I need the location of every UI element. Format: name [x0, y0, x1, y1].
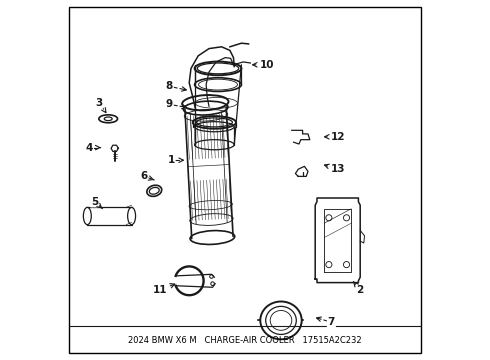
Text: 8: 8 [166, 81, 173, 91]
Text: 2: 2 [357, 285, 364, 295]
Text: 7: 7 [328, 317, 335, 327]
Text: 3: 3 [96, 98, 103, 108]
Text: 12: 12 [331, 132, 345, 142]
Text: 5: 5 [91, 197, 98, 207]
Text: 11: 11 [153, 285, 168, 295]
Text: 1: 1 [168, 155, 175, 165]
Text: 10: 10 [259, 60, 274, 70]
Text: 6: 6 [141, 171, 148, 181]
Text: 2024 BMW X6 M   CHARGE-AIR COOLER   17515A2C232: 2024 BMW X6 M CHARGE-AIR COOLER 17515A2C… [128, 336, 362, 345]
Text: 13: 13 [331, 164, 345, 174]
Text: 4: 4 [86, 143, 93, 153]
Text: 9: 9 [166, 99, 173, 109]
